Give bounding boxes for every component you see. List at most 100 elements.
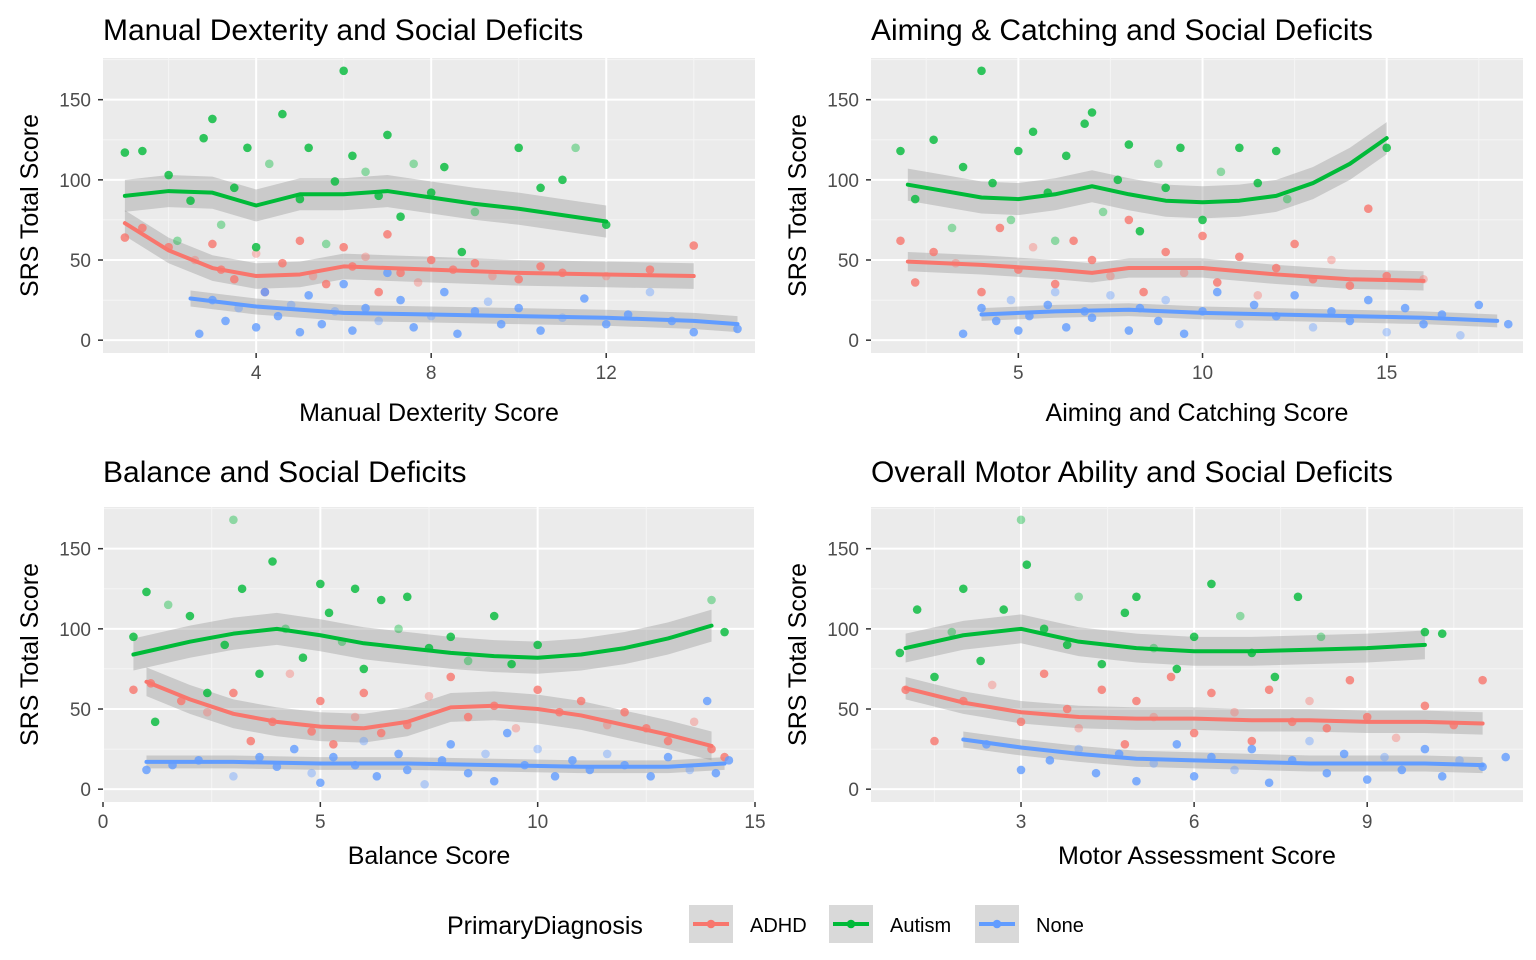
point-adhd [689,717,699,727]
x-tick-label: 0 [98,812,109,833]
point-none [1363,295,1373,305]
x-tick-label: 5 [1013,363,1024,384]
point-none [316,778,325,788]
point-autism [1097,659,1107,669]
smooth-line-adhd [905,259,1426,283]
point-autism [383,130,392,140]
point-adhd [339,242,348,252]
x-tick-label: 15 [1376,363,1397,384]
panel-title: Aiming & Catching and Social Deficits [871,14,1373,47]
point-none [1061,323,1071,332]
point-autism [1270,672,1280,682]
legend-title: PrimaryDiagnosis [447,912,643,940]
point-adhd [1097,685,1107,695]
point-adhd [1039,669,1049,679]
point-none [446,739,456,749]
point-adhd [514,274,523,284]
legend-key-point [846,919,856,929]
point-adhd [1120,739,1130,749]
smooth-line-autism [131,623,714,660]
point-autism [1098,207,1108,217]
point-autism [910,194,920,204]
point-adhd [1322,723,1332,733]
smooth-line-adhd [122,221,696,279]
point-adhd [576,696,586,706]
plot-background [871,58,1523,353]
point-adhd [229,274,239,284]
point-none [1382,327,1392,337]
x-tick-label: 5 [315,812,326,833]
point-adhd [1235,252,1244,262]
point-autism [1176,143,1185,153]
point-adhd [321,279,331,289]
point-none [1087,313,1097,323]
point-adhd [1362,712,1372,722]
x-tick-label: 8 [426,363,437,384]
point-none [440,287,449,297]
point-none [221,316,230,326]
point-none [1322,768,1332,778]
point-none [1050,287,1060,297]
y-tick-label: 50 [70,700,91,721]
point-autism [947,223,957,233]
point-autism [470,207,480,217]
point-none [1189,772,1199,781]
point-autism [1382,143,1392,153]
point-autism [409,159,418,169]
y-tick-label: 0 [848,780,859,801]
y-tick-label: 100 [59,171,91,192]
point-none [1172,739,1182,749]
point-none [502,728,512,738]
y-tick-label: 150 [827,540,859,561]
y-tick-label: 100 [827,171,859,192]
legend-label: None [1036,915,1084,937]
point-none [394,749,403,759]
point-none [645,287,655,297]
point-none [339,279,348,289]
point-adhd [536,262,545,271]
chart-panel-4: 3 6 9 0 50 100 150 Overall Motor Ability and So… [784,456,1523,870]
ci-band-none [190,290,738,333]
point-adhd [426,255,436,265]
point-adhd [1271,263,1281,273]
point-autism [376,595,386,605]
point-adhd [533,685,542,695]
point-adhd [1247,736,1257,746]
point-adhd [1363,204,1373,214]
point-adhd [295,236,305,246]
point-none [711,768,721,778]
point-none [1474,300,1484,310]
point-autism [1062,640,1072,650]
point-autism [707,595,716,605]
point-autism [150,717,160,727]
point-none [1362,775,1372,784]
point-autism [507,659,516,669]
point-adhd [361,252,370,262]
point-autism [1198,215,1207,225]
point-none [685,765,695,775]
y-tick-label: 100 [827,620,859,641]
point-none [453,329,462,339]
point-autism [895,648,905,658]
point-adhd [1345,281,1355,290]
smooth-line-none [961,737,1485,768]
smooth-line-autism [122,189,609,224]
point-adhd [977,287,986,297]
point-adhd [446,672,456,682]
point-none [383,268,392,278]
x-tick-label: 15 [744,812,765,833]
point-autism [237,584,247,594]
point-autism [1235,611,1245,621]
point-none [1247,744,1257,754]
point-none [194,329,204,339]
point-autism [243,143,252,153]
point-autism [929,135,938,145]
point-none [1016,765,1026,775]
smooth-line-adhd [144,679,714,748]
point-none [580,294,589,303]
point-none [724,756,734,765]
point-autism [958,162,968,172]
point-adhd [383,230,392,239]
smooth-line-none [188,296,740,327]
point-autism [1172,664,1182,674]
